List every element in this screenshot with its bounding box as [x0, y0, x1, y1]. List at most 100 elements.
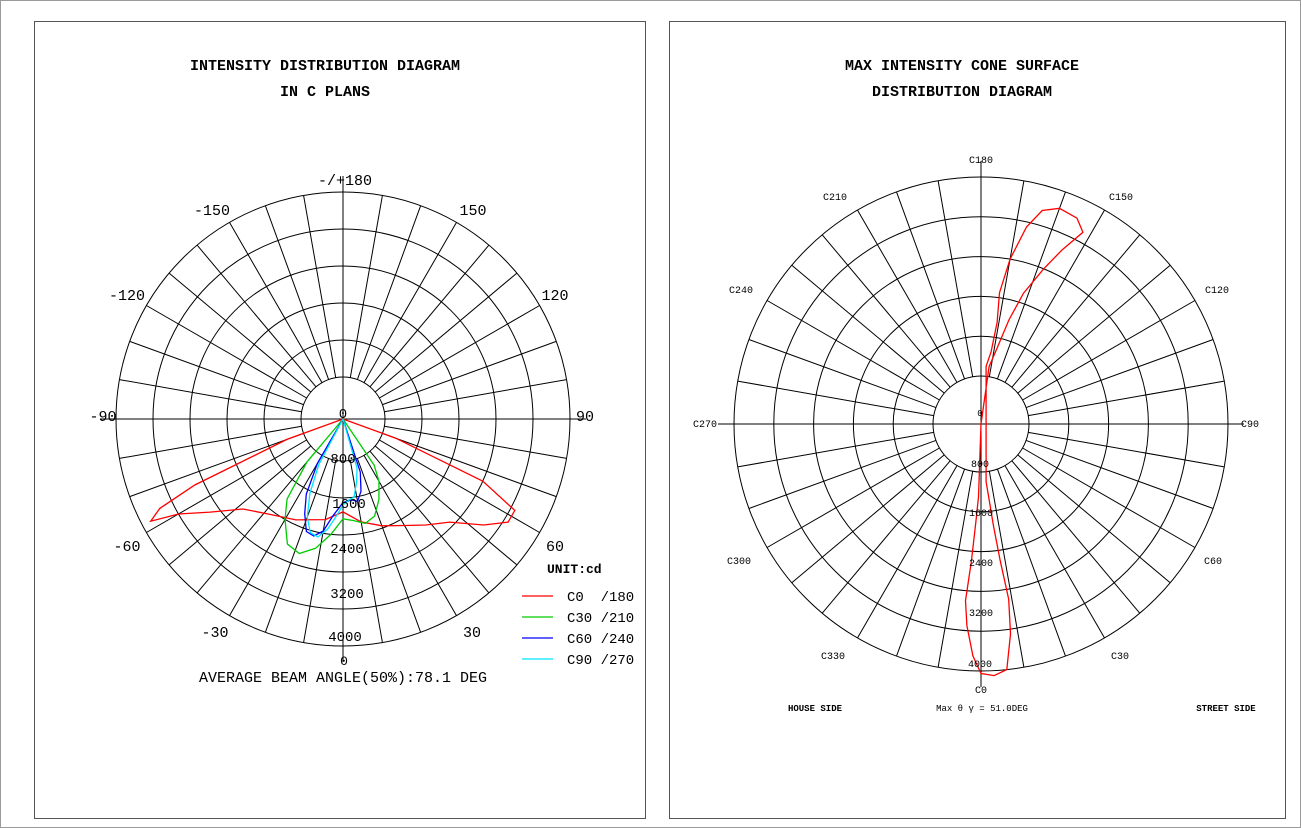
right-spoke — [1028, 380, 1225, 417]
left-spoke — [196, 450, 317, 594]
left-spoke — [384, 379, 567, 413]
right-spoke — [937, 180, 974, 377]
angle-label-150: 150 — [459, 203, 486, 220]
right-spoke — [766, 300, 940, 401]
left-spoke — [303, 460, 337, 643]
right-radial-label-800: 800 — [971, 460, 989, 471]
legend-label-c60: C60 /240 — [567, 632, 634, 648]
cone-surface-panel: MAX INTENSITY CONE SURFACE DISTRIBUTION … — [669, 21, 1286, 819]
street-side-label: STREET SIDE — [1196, 704, 1256, 714]
right-radial-label-3200: 3200 — [969, 609, 993, 620]
right-spoke — [896, 191, 966, 380]
left-angle-labels: -/+180 150 120 90 60 30 0 -30 -60 -90 -1… — [89, 173, 594, 669]
angle-label-90: 90 — [576, 409, 594, 426]
right-spoke — [1022, 300, 1196, 401]
beam-angle-footer: AVERAGE BEAM ANGLE(50%):78.1 DEG — [199, 670, 487, 687]
left-curves — [149, 418, 516, 555]
right-spoke — [821, 234, 951, 388]
legend-label-c0: C0 /180 — [567, 590, 634, 606]
radial-label-0: 0 — [339, 407, 347, 423]
legend-label-c30: C30 /210 — [567, 611, 634, 627]
right-polar-grid — [718, 161, 1244, 687]
right-title-line2: DISTRIBUTION DIAGRAM — [872, 84, 1052, 101]
right-spoke — [791, 454, 945, 584]
right-radial-label-2400: 2400 — [969, 559, 993, 570]
right-radial-label-0: 0 — [977, 409, 982, 419]
left-spoke — [374, 445, 518, 566]
angle-label-c270: C270 — [693, 420, 717, 431]
angle-label-60: 60 — [546, 539, 564, 556]
radial-label-4000: 4000 — [328, 630, 362, 646]
left-spoke — [168, 272, 312, 393]
right-spoke — [1004, 209, 1105, 383]
angle-label-c30: C30 — [1111, 652, 1129, 663]
angle-label-neg120: -120 — [109, 288, 145, 305]
left-title-line1: INTENSITY DISTRIBUTION DIAGRAM — [190, 58, 460, 75]
legend-label-c90: C90 /270 — [567, 653, 634, 669]
right-spoke — [748, 339, 937, 409]
left-spoke — [379, 439, 540, 533]
left-spoke — [382, 432, 557, 498]
right-series-c0-180 — [964, 207, 1084, 677]
left-spoke — [119, 425, 302, 459]
right-spoke — [896, 468, 966, 657]
left-spoke — [356, 458, 422, 633]
left-spoke — [229, 222, 323, 383]
right-spoke — [737, 431, 934, 468]
left-spoke — [303, 195, 337, 378]
angle-label-c90: C90 — [1241, 420, 1259, 431]
left-spoke — [264, 205, 330, 380]
right-radial-labels: 0 800 1600 2400 3200 4000 — [968, 409, 993, 671]
right-spoke — [737, 380, 934, 417]
left-spoke — [264, 458, 330, 633]
angle-label-c330: C330 — [821, 652, 845, 663]
left-spoke — [168, 445, 312, 566]
angle-label-0: 0 — [340, 654, 348, 669]
right-spoke — [1011, 460, 1141, 614]
max-angle-label: Max θ γ = 51.0DEG — [936, 704, 1028, 714]
right-spoke — [857, 209, 958, 383]
right-spoke — [996, 191, 1066, 380]
angle-label-neg90: -90 — [89, 409, 116, 426]
left-spoke — [382, 340, 557, 406]
right-spoke — [988, 180, 1025, 377]
angle-label-c180: C180 — [969, 156, 993, 167]
left-spoke — [196, 244, 317, 388]
angle-label-neg150: -150 — [194, 203, 230, 220]
angle-label-c0: C0 — [975, 686, 987, 697]
right-spoke — [1025, 439, 1214, 509]
right-spoke — [1028, 431, 1225, 468]
legend-unit: UNIT:cd — [547, 562, 602, 577]
right-spoke — [937, 471, 974, 668]
right-angle-labels: C180 C150 C120 C90 C60 C30 C0 C330 C300 … — [693, 156, 1259, 697]
right-spoke — [1022, 447, 1196, 548]
angle-label-c60: C60 — [1204, 557, 1222, 568]
radial-label-1600: 1600 — [332, 497, 366, 513]
left-radial-labels: 0 800 1600 2400 3200 4000 — [328, 407, 366, 646]
angle-label-120: 120 — [541, 288, 568, 305]
angle-label-c150: C150 — [1109, 193, 1133, 204]
left-spoke — [129, 432, 304, 498]
left-spoke — [369, 450, 490, 594]
left-spoke — [379, 305, 540, 399]
right-spoke — [857, 465, 958, 639]
left-spoke — [356, 205, 422, 380]
right-spoke — [1004, 465, 1105, 639]
left-spoke — [146, 439, 307, 533]
left-spoke — [229, 455, 323, 616]
right-radial-label-4000: 4000 — [968, 660, 992, 671]
right-spoke — [791, 264, 945, 394]
right-title-line1: MAX INTENSITY CONE SURFACE — [845, 58, 1079, 75]
left-spoke — [363, 222, 457, 383]
angle-label-c210: C210 — [823, 193, 847, 204]
legend: UNIT:cd C0 /180 C30 /210 C60 /240 C90 /2… — [522, 562, 634, 669]
right-spoke — [988, 471, 1025, 668]
radial-label-3200: 3200 — [330, 587, 364, 603]
left-spoke — [374, 272, 518, 393]
right-radial-label-1600: 1600 — [969, 509, 993, 520]
right-spoke — [1011, 234, 1141, 388]
left-series-c30-210 — [284, 418, 380, 555]
cone-surface-svg: MAX INTENSITY CONE SURFACE DISTRIBUTION … — [693, 58, 1259, 714]
angle-label-30: 30 — [463, 625, 481, 642]
